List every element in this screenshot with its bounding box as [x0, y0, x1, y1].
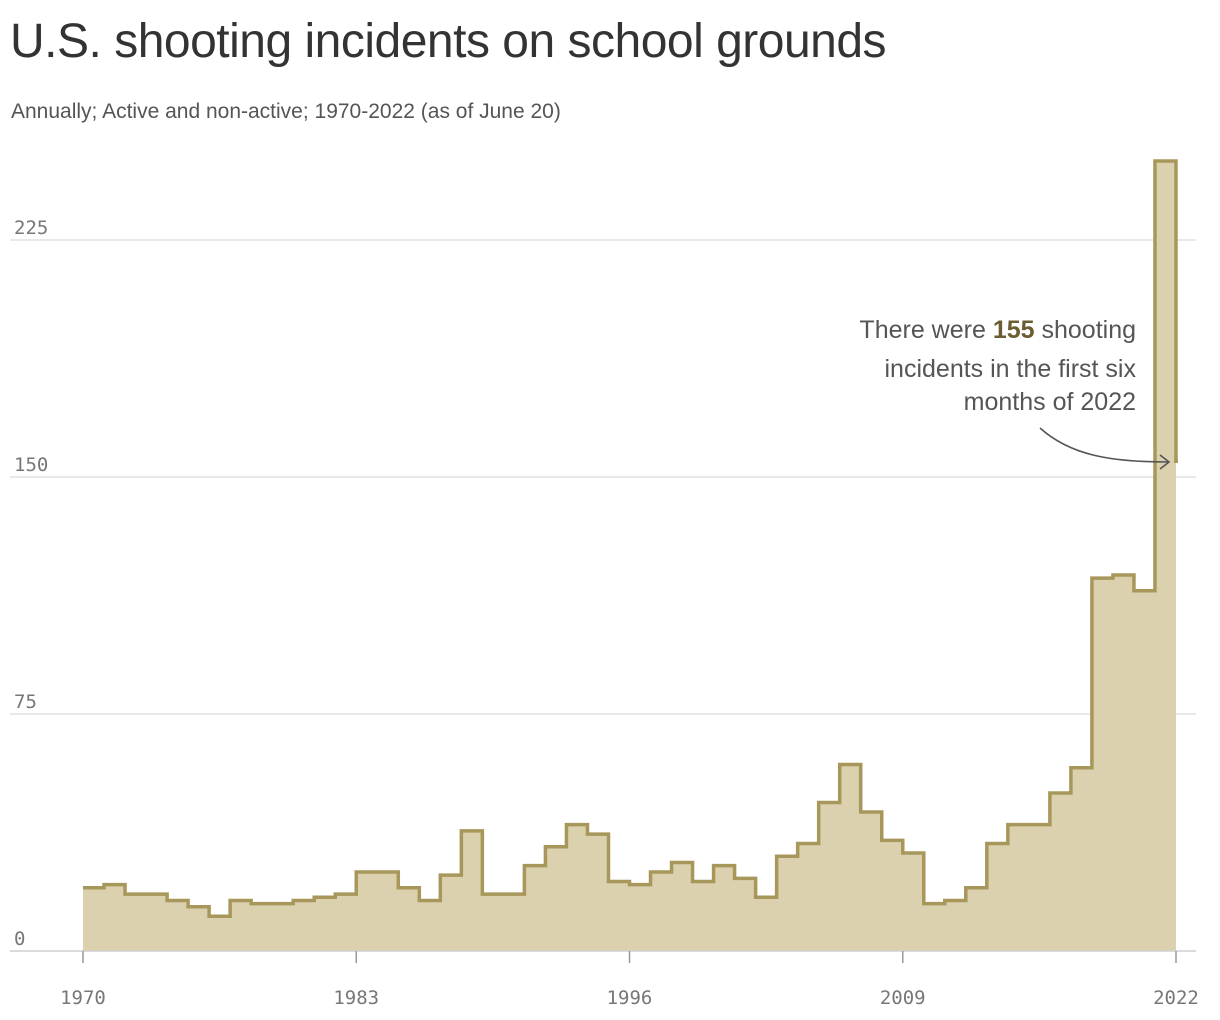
x-tick-label-2022: 2022 [1153, 987, 1199, 1009]
x-tick-label-1983: 1983 [333, 987, 379, 1009]
y-tick-label-150: 150 [14, 454, 48, 476]
chart-subtitle: Annually; Active and non-active; 1970-20… [11, 100, 561, 123]
y-tick-label-225: 225 [14, 217, 48, 239]
series-line [83, 159, 1178, 918]
y-tick-label-0: 0 [14, 928, 25, 950]
series [83, 159, 1178, 951]
annotation: There were 155 shooting incidents in the… [859, 316, 1171, 470]
annotation-line-2: incidents in the first six [885, 355, 1137, 383]
annotation-text-after: shooting [1035, 316, 1136, 344]
x-axis: 1970 1983 1996 2009 2022 [10, 950, 1199, 1009]
y-tick-label-75: 75 [14, 691, 37, 713]
annotation-line-1: There were 155 shooting [859, 316, 1136, 344]
chart-title: U.S. shooting incidents on school ground… [10, 15, 887, 68]
gridlines [10, 239, 1196, 715]
annotation-arrow [1039, 427, 1169, 463]
annotation-line-3: months of 2022 [964, 388, 1136, 416]
annotation-text-before: There were [859, 316, 992, 344]
annotation-value: 155 [993, 316, 1035, 344]
x-tick-label-1996: 1996 [607, 987, 653, 1009]
y-axis-labels: 0 75 150 225 [14, 217, 48, 950]
x-tick-label-1970: 1970 [60, 987, 106, 1009]
x-tick-label-2009: 2009 [880, 987, 926, 1009]
annotation-arrowhead [1159, 454, 1171, 470]
area-fill [83, 161, 1176, 951]
